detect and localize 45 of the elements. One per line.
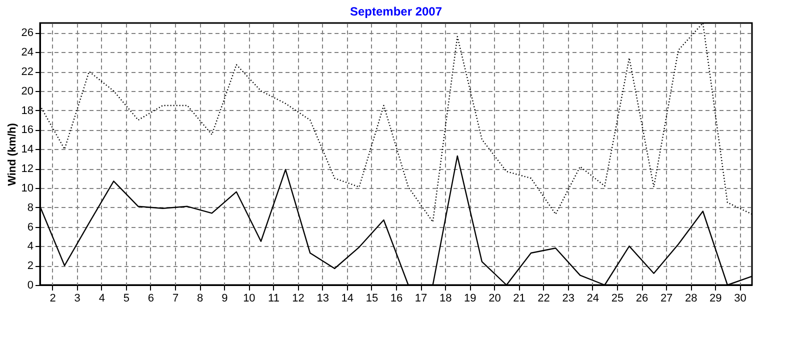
x-tick-label: 29 — [710, 292, 722, 304]
x-tick-label: 22 — [538, 292, 550, 304]
y-tick-label: 8 — [27, 202, 34, 214]
x-tick-label: 5 — [123, 292, 130, 304]
y-tick-label: 10 — [21, 182, 34, 194]
y-tick-label: 24 — [21, 46, 34, 59]
x-tick-label: 21 — [513, 292, 526, 304]
x-tick-label: 13 — [316, 292, 329, 304]
x-tick-label: 7 — [172, 292, 179, 304]
y-tick-label: 4 — [27, 240, 34, 253]
x-tick-label: 12 — [292, 292, 304, 304]
x-tick-label: 24 — [586, 292, 600, 304]
x-tick-label: 20 — [488, 292, 501, 304]
y-axis-title: Wind (km/h) — [6, 122, 18, 186]
x-tick-label: 8 — [197, 292, 204, 304]
y-tick-label: 20 — [21, 85, 34, 98]
x-tick-label: 16 — [390, 292, 403, 304]
y-tick-label: 6 — [27, 221, 34, 234]
y-tick-label: 16 — [21, 124, 34, 136]
y-tick-label: 2 — [27, 260, 34, 272]
x-tick-label: 15 — [366, 292, 378, 304]
chart-title: September 2007 — [350, 4, 442, 18]
x-tick-label: 14 — [341, 292, 354, 304]
x-tick-label: 9 — [222, 292, 228, 304]
x-tick-label: 10 — [243, 292, 256, 304]
x-tick-label: 25 — [611, 292, 624, 304]
x-tick-label: 2 — [50, 292, 56, 304]
x-tick-label: 17 — [414, 292, 428, 304]
x-tick-label: 4 — [98, 292, 105, 304]
x-tick-label: 19 — [464, 292, 476, 304]
x-tick-label: 30 — [734, 292, 746, 304]
y-tick-label: 18 — [21, 104, 34, 117]
x-tick-label: 28 — [684, 292, 698, 304]
y-tick-label: 14 — [21, 144, 34, 156]
x-tick-label: 23 — [562, 292, 574, 304]
x-tick-label: 6 — [148, 292, 154, 304]
x-tick-label: 11 — [268, 292, 280, 304]
y-tick-label: 22 — [21, 66, 34, 78]
y-tick-label: 12 — [21, 163, 34, 176]
x-tick-label: 18 — [439, 292, 452, 304]
x-tick-label: 3 — [74, 292, 80, 304]
x-tick-label: 26 — [636, 292, 648, 304]
y-tick-label: 26 — [21, 27, 34, 40]
x-tick-label: 27 — [660, 292, 673, 304]
y-tick-label: 0 — [27, 280, 34, 292]
